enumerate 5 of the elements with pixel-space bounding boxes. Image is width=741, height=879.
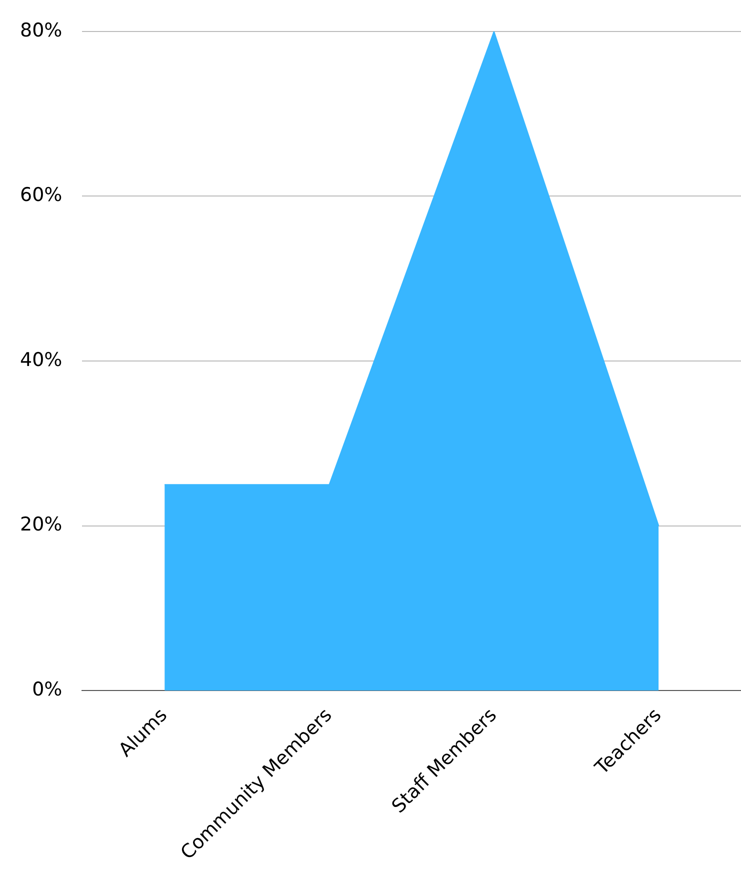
y-tick-label: 60% <box>20 184 62 206</box>
y-tick-label: 0% <box>32 678 62 701</box>
y-tick-label: 40% <box>20 348 62 371</box>
y-tick-label: 20% <box>20 514 62 536</box>
y-tick-label: 80% <box>20 19 62 42</box>
